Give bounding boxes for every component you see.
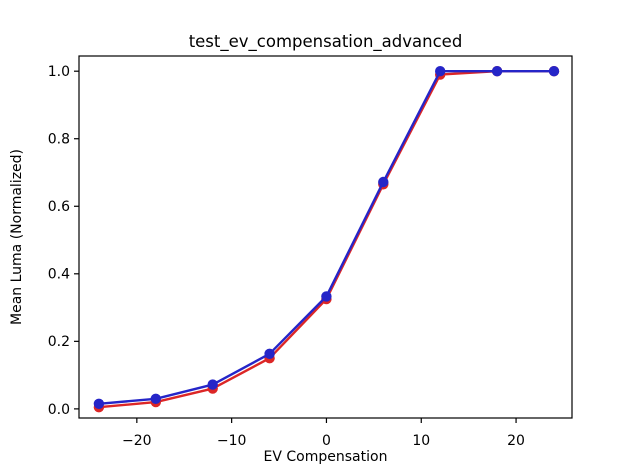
y-tick-label: 0.0 [48,402,70,418]
y-axis-label: Mean Luma (Normalized) [9,149,25,325]
blue-series-marker [435,66,446,77]
blue-series-marker [207,379,218,390]
blue-series-marker [548,66,560,77]
x-tick-label: 0 [322,433,331,449]
blue-series-marker [491,66,503,77]
x-tick-label: 10 [412,433,430,449]
y-tick-label: 1.0 [48,64,70,80]
y-tick-label: 0.6 [48,199,70,215]
blue-series-marker [321,291,332,302]
data-series [93,66,560,413]
y-tick-label: 0.8 [48,132,70,148]
y-tick-label: 0.2 [48,334,70,350]
y-tick-label: 0.4 [48,267,70,283]
x-tick-label: 20 [507,433,525,449]
x-axis-ticks: −20 −10 0 10 20 [122,418,525,449]
blue-series-line [97,69,556,405]
blue-series-marker [378,176,389,188]
y-axis-ticks: 0.0 0.2 0.4 0.6 0.8 1.0 [48,64,79,418]
x-tick-label: −10 [217,433,247,449]
plot-border [78,55,573,419]
blue-series-marker [93,398,105,409]
x-tick-label: −20 [122,433,152,449]
blue-series-marker [264,348,275,359]
blue-series-marker [150,393,161,404]
x-axis-label: EV Compensation [264,449,388,465]
chart-title: test_ev_compensation_advanced [189,32,463,52]
red-series-line [97,69,556,409]
